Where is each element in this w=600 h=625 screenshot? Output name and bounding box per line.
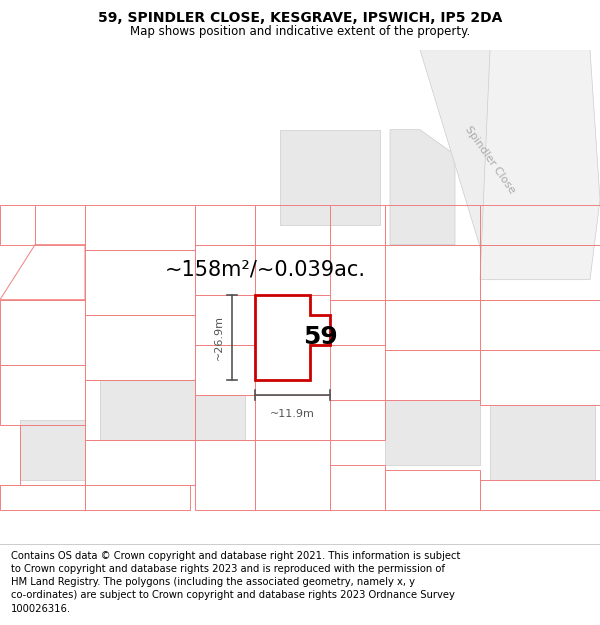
Text: Spindler Close: Spindler Close bbox=[463, 124, 517, 195]
Text: ~26.9m: ~26.9m bbox=[214, 315, 224, 359]
Polygon shape bbox=[20, 420, 85, 480]
Text: ~11.9m: ~11.9m bbox=[270, 409, 315, 419]
Polygon shape bbox=[420, 49, 580, 280]
Polygon shape bbox=[390, 129, 455, 244]
Polygon shape bbox=[385, 400, 480, 465]
Text: 59: 59 bbox=[302, 325, 337, 349]
Polygon shape bbox=[100, 379, 195, 440]
Text: ~158m²/~0.039ac.: ~158m²/~0.039ac. bbox=[165, 260, 366, 280]
Polygon shape bbox=[490, 405, 595, 480]
Text: Map shows position and indicative extent of the property.: Map shows position and indicative extent… bbox=[130, 25, 470, 38]
Polygon shape bbox=[480, 49, 600, 280]
Text: 59, SPINDLER CLOSE, KESGRAVE, IPSWICH, IP5 2DA: 59, SPINDLER CLOSE, KESGRAVE, IPSWICH, I… bbox=[98, 11, 502, 25]
Polygon shape bbox=[280, 129, 380, 224]
Polygon shape bbox=[255, 294, 330, 379]
Text: Contains OS data © Crown copyright and database right 2021. This information is : Contains OS data © Crown copyright and d… bbox=[11, 551, 460, 614]
Polygon shape bbox=[195, 395, 245, 440]
